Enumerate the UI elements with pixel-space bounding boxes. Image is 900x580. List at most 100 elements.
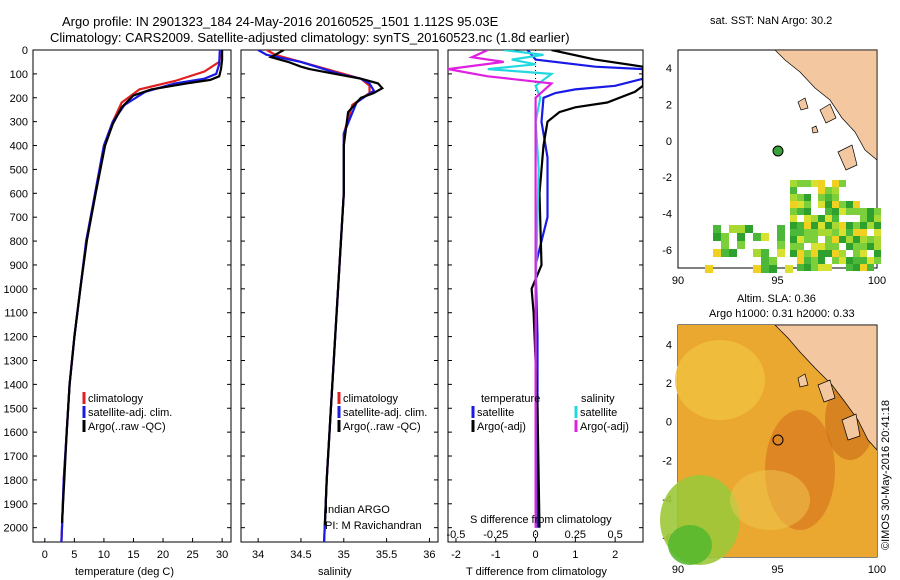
difference-s-tick-label: 0 — [532, 529, 538, 541]
sst-map-y-tick-label: -4 — [662, 209, 672, 221]
sst-cell — [729, 249, 737, 257]
sst-cell — [753, 249, 761, 257]
sst-cell — [721, 249, 729, 257]
sst-cell — [853, 236, 860, 243]
sst-cell — [777, 249, 785, 257]
sst-cell — [853, 201, 860, 208]
sst-map-y-tick-label: 4 — [666, 63, 672, 75]
sst-cell — [867, 236, 874, 243]
difference-series-temperature-satellite — [526, 50, 643, 528]
salinity-x-tick-label: 35.5 — [376, 549, 397, 561]
sst-cell — [874, 236, 881, 243]
sla-map-y-tick-label: 2 — [666, 378, 672, 390]
sst-cell — [846, 229, 853, 236]
sst-cell — [832, 180, 839, 187]
difference-series-salinity-argo-adj- — [448, 50, 555, 528]
temperature-plot-frame — [32, 49, 232, 543]
sst-cell — [804, 257, 811, 264]
sst-cell — [761, 249, 769, 257]
sst-cell — [825, 215, 832, 222]
difference-s-tick-label: 0.5 — [607, 529, 622, 541]
temperature-legend-climatology: climatology — [88, 393, 144, 405]
sst-cell — [797, 208, 804, 215]
sst-cell — [846, 243, 853, 250]
temperature-series-satellite-adj-clim- — [60, 50, 221, 542]
salinity-legend-satellite: satellite-adj. clim. — [343, 407, 427, 419]
sst-cell — [867, 222, 874, 229]
sst-cell — [713, 249, 721, 257]
temperature-x-tick-label: 15 — [127, 549, 139, 561]
title-line-1: Argo profile: IN 2901323_184 24-May-2016… — [62, 14, 499, 29]
difference-legend-sal-title: salinity — [581, 393, 615, 405]
sst-cell — [811, 243, 818, 250]
sst-cell — [811, 236, 818, 243]
depth-tick-label: 1400 — [4, 379, 28, 391]
sla-map-title-1: Altim. SLA: 0.36 — [737, 293, 816, 305]
sla-field-patch — [675, 340, 765, 420]
sla-map-y-tick-label: 0 — [666, 417, 672, 429]
depth-tick-label: 900 — [10, 260, 28, 272]
sst-cell — [846, 257, 853, 264]
difference-x-tick-label: -1 — [491, 549, 501, 561]
difference-s-tick-label: 0.25 — [565, 529, 586, 541]
sst-cell — [874, 229, 881, 236]
sst-cell — [811, 222, 818, 229]
sst-cell — [839, 229, 846, 236]
sst-cell — [753, 265, 761, 273]
sst-cell — [790, 208, 797, 215]
sst-cell — [737, 225, 745, 233]
temperature-legend-satellite: satellite-adj. clim. — [88, 407, 172, 419]
sst-cell — [839, 257, 846, 264]
difference-s-tick-label: -0.25 — [483, 529, 508, 541]
sst-cell — [874, 243, 881, 250]
difference-legend-temp-title: temperature — [481, 393, 540, 405]
sst-cell — [797, 229, 804, 236]
sla-map-x-tick-label: 95 — [771, 564, 783, 576]
depth-tick-label: 200 — [10, 93, 28, 105]
sst-cell — [853, 243, 860, 250]
sst-cell — [825, 229, 832, 236]
sst-cell — [811, 250, 818, 257]
sst-cell — [790, 187, 797, 194]
imos-timestamp: ©IMOS 30-May-2016 20:41:18 — [880, 400, 892, 550]
depth-tick-label: 1600 — [4, 427, 28, 439]
sst-cell — [811, 264, 818, 271]
sst-cell — [825, 236, 832, 243]
sst-cell — [853, 229, 860, 236]
sst-cell — [804, 264, 811, 271]
difference-legend — [471, 406, 578, 432]
sst-cell — [825, 264, 832, 271]
salinity-series-satellite-adj-clim- — [257, 50, 376, 542]
depth-tick-label: 400 — [10, 141, 28, 153]
sst-cell — [797, 264, 804, 271]
sst-cell — [832, 201, 839, 208]
sst-cell — [853, 208, 860, 215]
temperature-series-climatology — [60, 50, 224, 542]
sst-cell — [860, 229, 867, 236]
depth-tick-label: 1800 — [4, 475, 28, 487]
sst-map-x-tick-label: 100 — [868, 275, 886, 287]
sst-cell — [804, 215, 811, 222]
sst-cell — [832, 229, 839, 236]
sst-cell — [797, 201, 804, 208]
sst-cell — [797, 180, 804, 187]
depth-tick-label: 600 — [10, 188, 28, 200]
sst-cell — [777, 225, 785, 233]
sst-cell — [853, 250, 860, 257]
sst-cell — [713, 225, 721, 233]
temperature-axis-label: temperature (deg C) — [75, 566, 174, 578]
sst-cell — [818, 180, 825, 187]
salinity-x-tick-label: 36 — [423, 549, 435, 561]
depth-tick-label: 300 — [10, 117, 28, 129]
sst-cell — [867, 257, 874, 264]
sst-cell — [713, 233, 721, 241]
temperature-x-tick-label: 30 — [216, 549, 228, 561]
sst-cell — [790, 215, 797, 222]
depth-tick-label: 500 — [10, 164, 28, 176]
sst-cell — [832, 250, 839, 257]
difference-x-tick-label: 1 — [572, 549, 578, 561]
sst-cell — [860, 264, 867, 271]
sst-cell — [860, 250, 867, 257]
sst-cell — [825, 187, 832, 194]
sst-cell — [818, 250, 825, 257]
